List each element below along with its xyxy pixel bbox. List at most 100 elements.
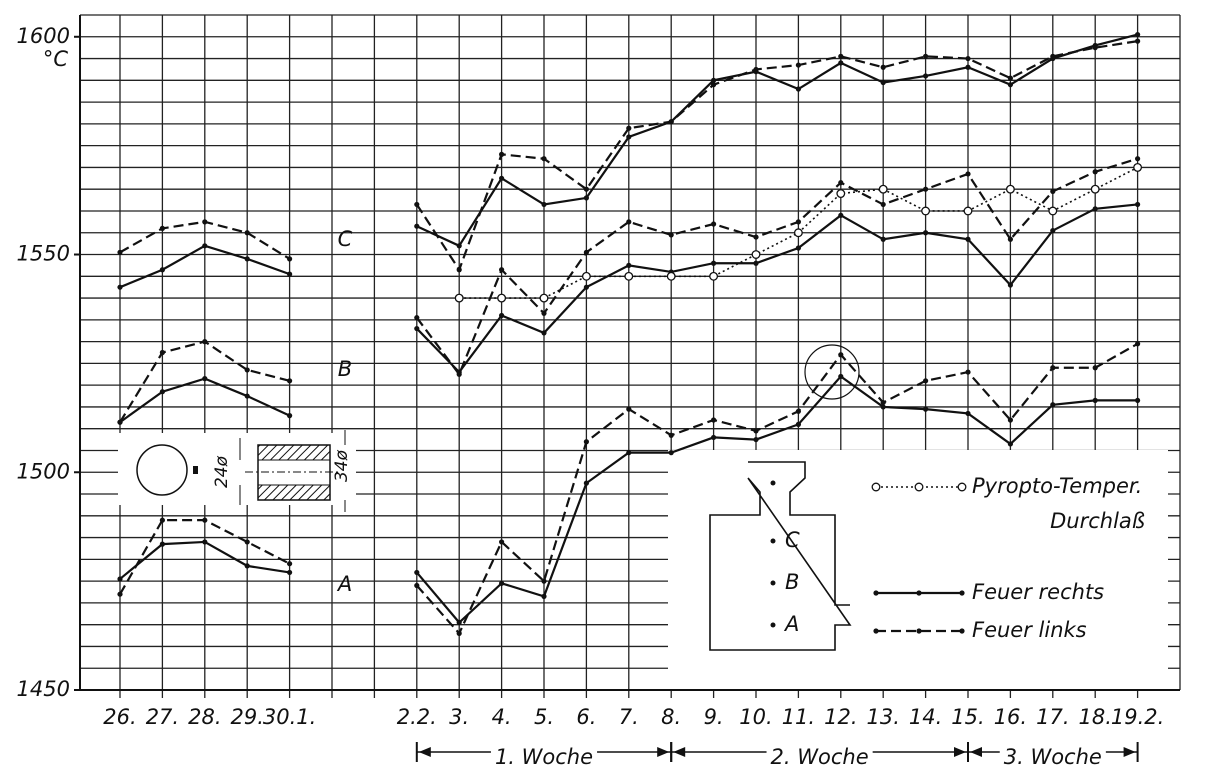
marker	[583, 249, 590, 255]
marker	[244, 256, 250, 262]
marker	[965, 410, 971, 417]
marker	[793, 228, 803, 238]
marker	[1092, 169, 1098, 175]
marker	[456, 371, 462, 377]
furnace-label: B	[785, 570, 799, 594]
marker	[880, 404, 886, 410]
marker	[838, 352, 844, 358]
x-tick-label: 2.2.	[397, 705, 437, 729]
marker	[711, 434, 717, 441]
marker	[414, 325, 420, 332]
marker	[1007, 417, 1014, 423]
marker	[878, 184, 888, 194]
marker	[541, 310, 547, 316]
marker	[244, 563, 250, 569]
marker	[541, 330, 547, 336]
marker	[923, 406, 929, 412]
legend-marker	[871, 482, 881, 492]
marker	[541, 578, 547, 584]
highlight-circle	[804, 344, 860, 400]
x-tick-label: 28.	[188, 705, 221, 729]
marker	[244, 393, 250, 399]
marker	[159, 267, 165, 273]
week-arrowhead	[418, 747, 431, 757]
marker	[244, 230, 250, 236]
marker	[668, 432, 674, 438]
legend-label: Pyropto-Temper.	[972, 474, 1142, 498]
marker	[838, 60, 844, 66]
legend-label: Durchlaß	[1050, 509, 1145, 533]
y-tick-label: 1450	[17, 677, 70, 701]
marker	[414, 582, 420, 589]
marker	[1090, 184, 1100, 194]
marker	[838, 180, 844, 186]
marker	[1007, 75, 1014, 81]
furnace-label: A	[783, 612, 799, 636]
week-arrowhead	[954, 747, 966, 757]
marker	[923, 186, 929, 192]
marker	[711, 82, 717, 88]
marker	[287, 256, 293, 262]
marker	[923, 230, 929, 236]
marker	[668, 119, 674, 125]
x-tick-label: 11.	[782, 705, 815, 729]
marker	[753, 436, 759, 443]
marker	[795, 421, 802, 427]
x-tick-label: 6.	[576, 705, 596, 729]
marker	[1135, 341, 1141, 347]
marker	[1135, 38, 1141, 44]
legend-marker	[957, 482, 967, 492]
week-label-bg	[999, 746, 1106, 758]
week-arrowhead	[657, 747, 670, 757]
marker	[117, 591, 123, 597]
marker	[1050, 53, 1056, 59]
marker	[880, 399, 886, 406]
legend-label: Feuer links	[972, 618, 1087, 642]
marker	[626, 450, 632, 456]
marker	[583, 284, 590, 290]
marker	[795, 86, 802, 92]
x-tick-label: 30.1.	[263, 705, 316, 729]
x-tick-label: 13.	[866, 705, 899, 729]
x-tick-label: 17.	[1036, 705, 1069, 729]
bore-hatch-top	[257, 444, 331, 461]
legend-marker	[873, 628, 879, 634]
x-tick-label: 9.	[704, 705, 724, 729]
x-tick-label: 29.	[230, 705, 263, 729]
marker	[1007, 441, 1014, 447]
marker	[795, 245, 802, 251]
marker	[159, 517, 165, 523]
marker	[838, 373, 844, 380]
marker	[202, 539, 208, 545]
marker	[795, 408, 802, 414]
marker	[1135, 201, 1141, 208]
marker	[923, 53, 929, 59]
legend-marker	[914, 482, 924, 492]
marker	[456, 630, 462, 636]
week-label-bg	[490, 746, 598, 758]
marker	[583, 186, 590, 192]
marker	[1048, 206, 1058, 216]
marker	[880, 79, 886, 86]
marker	[1092, 206, 1098, 212]
marker	[880, 64, 886, 70]
bore-circle	[136, 444, 188, 496]
marker	[838, 53, 844, 59]
x-tick-label: 10.	[739, 705, 772, 729]
marker	[202, 219, 208, 225]
marker	[1135, 397, 1141, 404]
marker	[499, 312, 505, 319]
marker	[159, 349, 165, 356]
marker	[1007, 282, 1014, 288]
marker	[414, 223, 420, 229]
marker	[880, 201, 886, 208]
marker	[244, 539, 250, 545]
marker	[963, 206, 973, 216]
y-axis-label: °C	[43, 47, 69, 71]
week-label: 1. Woche	[495, 745, 593, 769]
legend-marker	[916, 590, 922, 596]
position-label: B	[338, 357, 352, 381]
marker	[1092, 397, 1098, 404]
